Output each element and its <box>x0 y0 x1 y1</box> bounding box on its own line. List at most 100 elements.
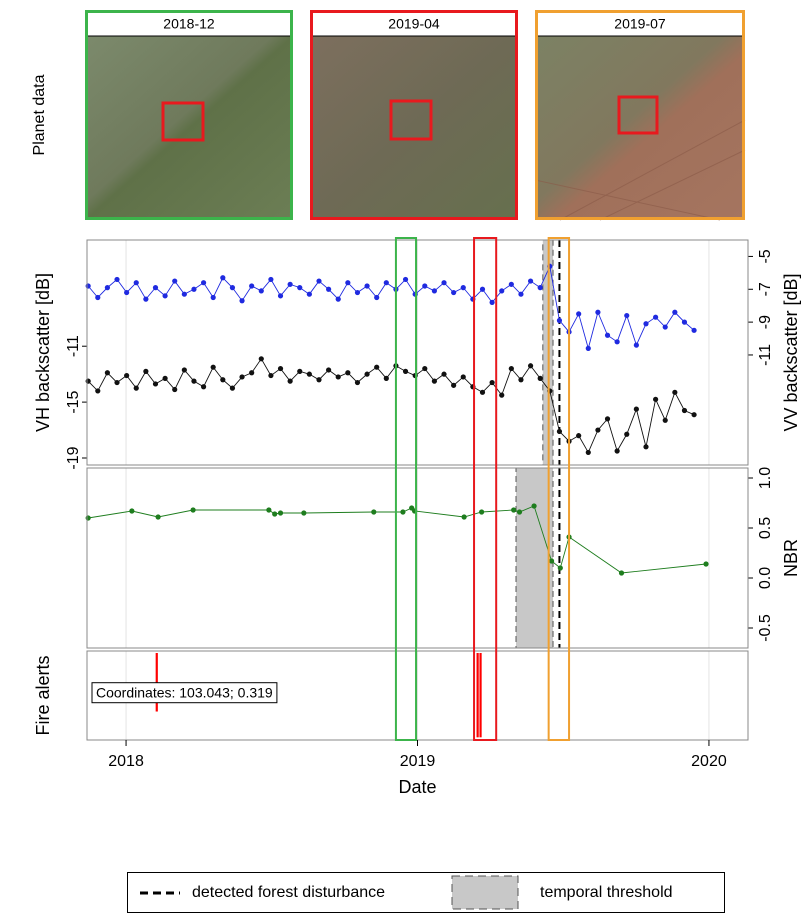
data-point <box>133 280 139 286</box>
annotation-box <box>91 682 278 704</box>
data-point <box>277 510 284 516</box>
focus-square <box>617 95 659 135</box>
thumbnail-header <box>85 12 293 36</box>
data-point <box>374 364 380 370</box>
data-point <box>114 379 120 386</box>
thumbnail-header <box>535 12 745 36</box>
data-point <box>431 378 438 384</box>
thumbnail-frame <box>85 10 293 220</box>
planet-label: Planet data <box>31 74 48 155</box>
data-point <box>556 317 563 324</box>
y2-tick-label: -0.5 <box>757 614 774 642</box>
data-point <box>124 289 130 296</box>
data-point <box>335 296 341 302</box>
data-point <box>364 371 370 377</box>
data-point <box>556 428 563 435</box>
data-point <box>306 291 312 297</box>
y-tick-label: -11 <box>65 335 82 357</box>
x-tick-label: 2019 <box>400 753 436 770</box>
temporal-threshold <box>515 467 554 649</box>
y-axis-title: Fire alerts <box>33 655 53 735</box>
data-point <box>441 280 447 286</box>
data-point <box>653 314 659 320</box>
legend-label: detected forest disturbance <box>192 884 385 901</box>
x-axis-title: Date <box>398 777 436 797</box>
y-axis-title: VH backscatter [dB] <box>33 273 53 432</box>
y2-tick-label: 0.0 <box>757 567 774 589</box>
data-point <box>345 280 351 286</box>
data-point <box>181 367 187 373</box>
data-point <box>306 371 312 377</box>
data-point <box>479 286 486 292</box>
focus-square <box>161 101 205 142</box>
data-point <box>451 382 457 388</box>
data-point <box>576 311 582 317</box>
data-point <box>287 281 293 287</box>
thumbnail-label: 2019-07 <box>614 16 666 32</box>
data-point <box>614 339 620 345</box>
data-point <box>703 561 709 567</box>
series-line <box>87 357 695 454</box>
data-point <box>460 285 466 291</box>
data-point <box>143 368 149 374</box>
y2-tick-label: 0.5 <box>757 517 774 539</box>
data-point <box>277 293 284 299</box>
data-point <box>548 558 555 564</box>
thumbnail-frame <box>535 10 745 220</box>
data-point <box>210 364 216 370</box>
data-point <box>239 374 245 380</box>
fire-alert <box>476 653 479 738</box>
y2-tick-label: -7 <box>757 282 774 296</box>
data-point <box>662 417 668 423</box>
thumbnails: 2018-12 2019-04 2019-07 <box>85 10 746 221</box>
thumbnail-header <box>310 12 518 36</box>
thumbnail-image <box>85 36 293 220</box>
data-point <box>266 507 272 513</box>
data-point <box>297 368 303 374</box>
image-window <box>547 237 571 741</box>
data-point <box>229 385 236 391</box>
y2-axis-title: VV backscatter [dB] <box>781 273 801 431</box>
thumbnail-image <box>310 36 518 220</box>
data-point <box>374 294 380 301</box>
data-point <box>143 296 149 302</box>
data-point <box>614 448 620 454</box>
y-tick-label: -15 <box>65 390 82 413</box>
data-point <box>441 371 447 377</box>
data-point <box>585 345 591 351</box>
legend-label: temporal threshold <box>540 884 673 901</box>
data-point <box>200 280 207 286</box>
thumbnail-label: 2018-12 <box>163 16 215 32</box>
data-point <box>604 416 611 422</box>
legend: detected forest disturbance temporal thr… <box>127 872 725 913</box>
y2-tick-label: -11 <box>757 344 774 366</box>
data-point <box>172 386 178 393</box>
y2-tick-label: -5 <box>757 249 774 263</box>
data-point <box>643 444 649 450</box>
data-point <box>531 503 537 509</box>
data-point <box>220 377 226 383</box>
plots: -11 -15 -19 -5 -7 -9 -11 VH backscatter [dB] VV … <box>33 237 801 797</box>
data-point <box>557 565 563 571</box>
data-point <box>190 507 196 513</box>
data-point <box>152 285 159 291</box>
data-point <box>133 385 139 391</box>
data-point <box>511 507 517 513</box>
data-point <box>643 321 649 327</box>
y-tick-label: -19 <box>65 446 82 469</box>
legend-box <box>127 872 725 913</box>
data-point <box>604 332 611 338</box>
data-point <box>422 283 428 289</box>
data-point <box>335 374 341 380</box>
data-point <box>364 283 370 289</box>
y2-tick-label: 1.0 <box>757 467 774 489</box>
data-point <box>402 368 409 374</box>
data-point <box>633 406 639 412</box>
data-point <box>268 276 274 283</box>
data-point <box>672 389 678 395</box>
image-window <box>473 237 498 741</box>
data-point <box>451 289 457 296</box>
data-point <box>518 291 524 297</box>
data-point <box>595 427 601 433</box>
